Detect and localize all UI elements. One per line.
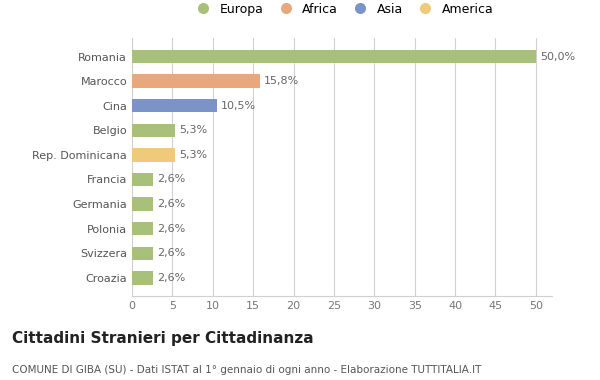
- Text: 2,6%: 2,6%: [157, 273, 185, 283]
- Bar: [132, 247, 153, 260]
- Text: 2,6%: 2,6%: [157, 224, 185, 234]
- Text: 50,0%: 50,0%: [540, 52, 575, 62]
- Bar: [132, 197, 153, 211]
- Bar: [132, 74, 260, 88]
- Bar: [132, 148, 175, 162]
- Text: 5,3%: 5,3%: [179, 125, 207, 135]
- Text: 10,5%: 10,5%: [221, 101, 256, 111]
- Bar: [132, 99, 217, 112]
- Text: Cittadini Stranieri per Cittadinanza: Cittadini Stranieri per Cittadinanza: [12, 331, 314, 345]
- Text: 15,8%: 15,8%: [263, 76, 299, 86]
- Legend: Europa, Africa, Asia, America: Europa, Africa, Asia, America: [185, 0, 499, 21]
- Bar: [132, 50, 536, 63]
- Text: 5,3%: 5,3%: [179, 150, 207, 160]
- Text: COMUNE DI GIBA (SU) - Dati ISTAT al 1° gennaio di ogni anno - Elaborazione TUTTI: COMUNE DI GIBA (SU) - Dati ISTAT al 1° g…: [12, 365, 481, 375]
- Text: 2,6%: 2,6%: [157, 199, 185, 209]
- Text: 2,6%: 2,6%: [157, 248, 185, 258]
- Bar: [132, 173, 153, 186]
- Bar: [132, 271, 153, 285]
- Text: 2,6%: 2,6%: [157, 174, 185, 185]
- Bar: [132, 222, 153, 236]
- Bar: [132, 124, 175, 137]
